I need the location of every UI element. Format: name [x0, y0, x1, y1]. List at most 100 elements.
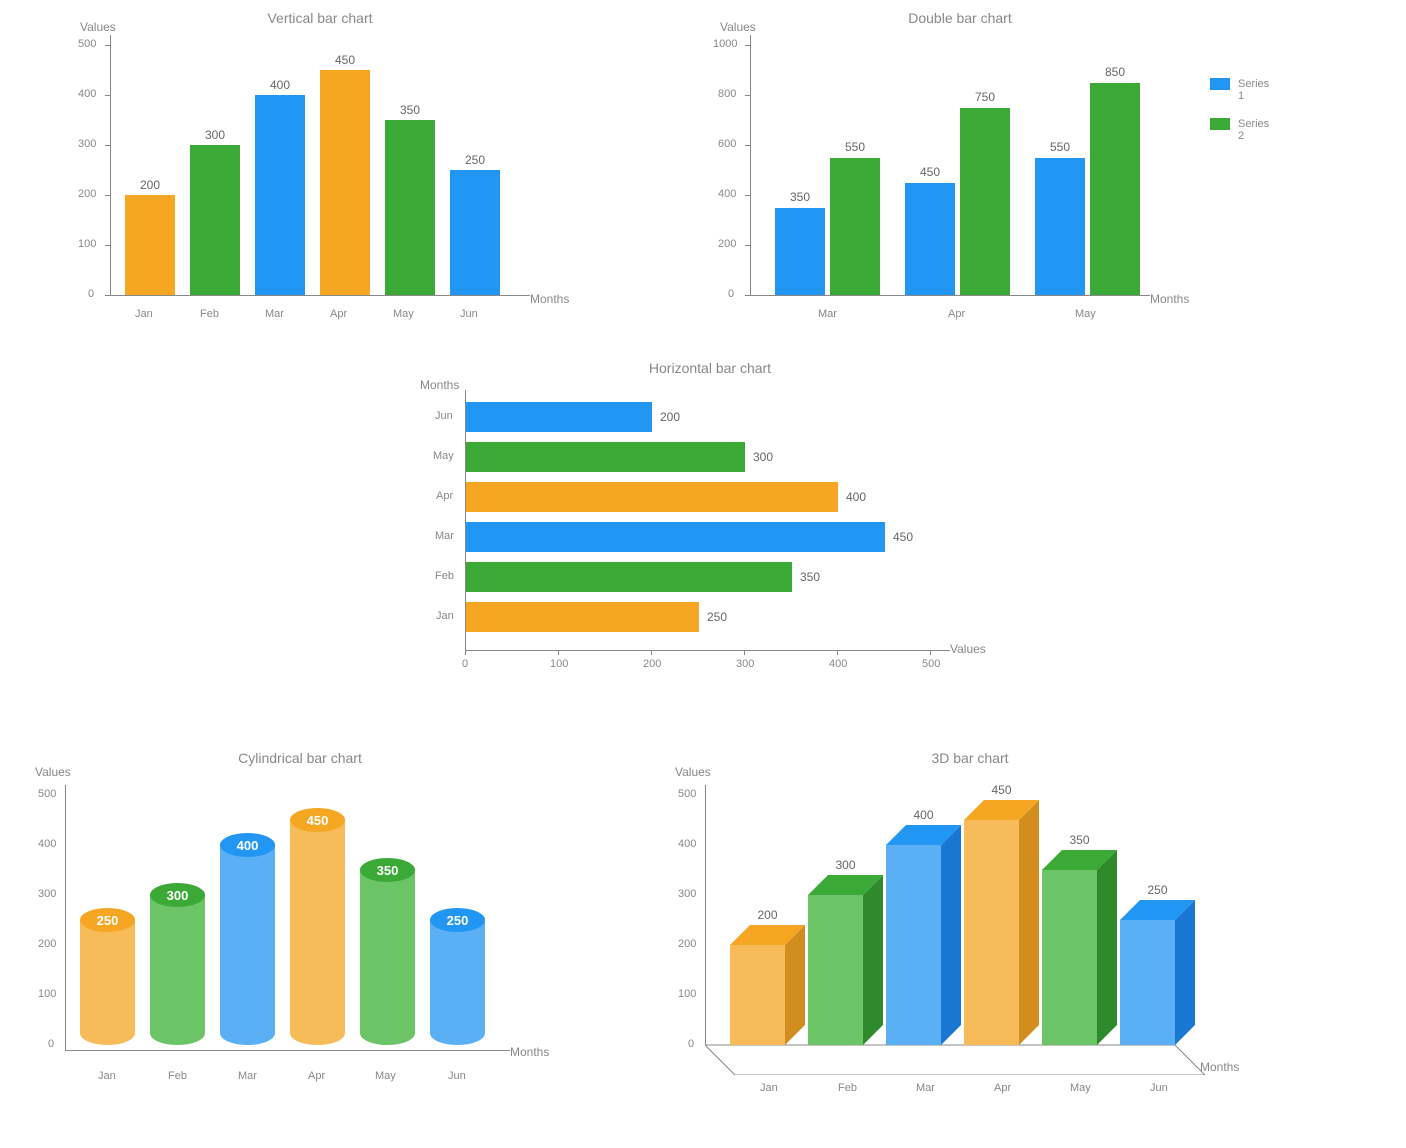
cyl-label: 400 [220, 838, 275, 853]
cyl-jan [80, 920, 135, 1045]
bar3d-apr [964, 800, 1039, 1045]
y-tick: 0 [728, 288, 734, 300]
x-tick: 400 [829, 658, 847, 670]
hbar-may [466, 442, 745, 472]
y-tick: 300 [38, 888, 56, 900]
bar3d-mar [886, 825, 961, 1045]
x-tick: 500 [922, 658, 940, 670]
y-tick: Apr [436, 490, 453, 502]
y-tick: 500 [78, 38, 96, 50]
y-axis-label: Values [720, 20, 756, 34]
bar-label: 750 [960, 90, 1010, 104]
x-tick: Mar [916, 1082, 935, 1094]
y-tick: 1000 [713, 38, 737, 50]
y-tick: 0 [88, 288, 94, 300]
cyl-jun [430, 920, 485, 1045]
x-tick: May [1070, 1082, 1091, 1094]
chart-title: Vertical bar chart [220, 10, 420, 26]
bar3d-label: 450 [974, 783, 1029, 797]
hbar-jan [466, 602, 699, 632]
x-axis [110, 295, 530, 296]
y-axis-label: Months [420, 378, 459, 392]
x-tick: 100 [550, 658, 568, 670]
bar-label: 350 [775, 190, 825, 204]
bar-jan [125, 195, 175, 295]
bar-jun [450, 170, 500, 295]
legend-label-2: Series 2 [1238, 118, 1269, 142]
y-axis-label: Values [80, 20, 116, 34]
x-axis-label: Months [1150, 292, 1189, 306]
bar3d-label: 300 [818, 858, 873, 872]
legend-swatch-2 [1210, 118, 1230, 130]
bar-mar [255, 95, 305, 295]
x-tick: Jun [448, 1070, 466, 1082]
y-axis [65, 785, 66, 1050]
y-tick: Mar [435, 530, 454, 542]
x-axis-label: Months [530, 292, 569, 306]
bar3d-jan [730, 925, 805, 1045]
x-tick: Apr [308, 1070, 325, 1082]
y-tick: 400 [38, 838, 56, 850]
y-tick: 200 [38, 938, 56, 950]
bar-apr-s2 [960, 108, 1010, 296]
y-tick: Jun [435, 410, 453, 422]
x-tick: 200 [643, 658, 661, 670]
cyl-label: 250 [80, 913, 135, 928]
cyl-mar [220, 845, 275, 1045]
x-axis [465, 650, 950, 651]
y-tick: 400 [78, 88, 96, 100]
bar-label: 450 [905, 165, 955, 179]
x-tick: Jun [1150, 1082, 1168, 1094]
cyl-may [360, 870, 415, 1045]
bar-may-s1 [1035, 158, 1085, 296]
bar-label: 350 [385, 103, 435, 117]
horizontal-bar-chart: Horizontal bar chart Months Values 0 100… [380, 360, 1000, 680]
bar-may-s2 [1090, 83, 1140, 296]
x-tick: May [1075, 308, 1096, 320]
bar-label: 300 [190, 128, 240, 142]
bar3d-label: 200 [740, 908, 795, 922]
legend-swatch-1 [1210, 78, 1230, 90]
cyl-label: 450 [290, 813, 345, 828]
y-tick: 600 [718, 138, 736, 150]
double-bar-chart: Double bar chart Values Months 0 200 400… [680, 10, 1240, 330]
x-tick: Jan [98, 1070, 116, 1082]
y-tick: Feb [435, 570, 454, 582]
x-tick: Mar [265, 308, 284, 320]
bar3d-jun [1120, 900, 1195, 1045]
cyl-label: 350 [360, 863, 415, 878]
y-axis [110, 35, 111, 295]
x-tick: Jan [135, 308, 153, 320]
x-tick: Jan [760, 1082, 778, 1094]
vertical-bar-chart: Vertical bar chart Values Months 0 100 2… [40, 10, 560, 330]
cyl-feb [150, 895, 205, 1045]
y-tick: Jan [436, 610, 454, 622]
bar-label: 550 [1035, 140, 1085, 154]
chart-title: Double bar chart [860, 10, 1060, 26]
3d-bar-chart: 3D bar chart Values Months 0 100 200 300… [660, 750, 1260, 1130]
hbar-label: 450 [893, 530, 913, 544]
x-tick: Feb [168, 1070, 187, 1082]
hbar-label: 400 [846, 490, 866, 504]
hbar-label: 300 [753, 450, 773, 464]
bar-may [385, 120, 435, 295]
hbar-mar [466, 522, 885, 552]
x-tick: Mar [238, 1070, 257, 1082]
hbar-feb [466, 562, 792, 592]
x-axis [65, 1050, 510, 1051]
bar3d-label: 250 [1130, 883, 1185, 897]
x-tick: 0 [462, 658, 468, 670]
bar-label: 200 [125, 178, 175, 192]
bar3d-label: 350 [1052, 833, 1107, 847]
y-tick: 200 [718, 238, 736, 250]
x-tick: May [393, 308, 414, 320]
cyl-label: 300 [150, 888, 205, 903]
bar-feb [190, 145, 240, 295]
y-tick: 300 [78, 138, 96, 150]
y-tick: 500 [38, 788, 56, 800]
x-tick: May [375, 1070, 396, 1082]
chart-title: Cylindrical bar chart [200, 750, 400, 766]
x-axis-label: Values [950, 642, 986, 656]
y-tick: 800 [718, 88, 736, 100]
cylindrical-bar-chart: Cylindrical bar chart Values Months 0 10… [20, 750, 560, 1110]
